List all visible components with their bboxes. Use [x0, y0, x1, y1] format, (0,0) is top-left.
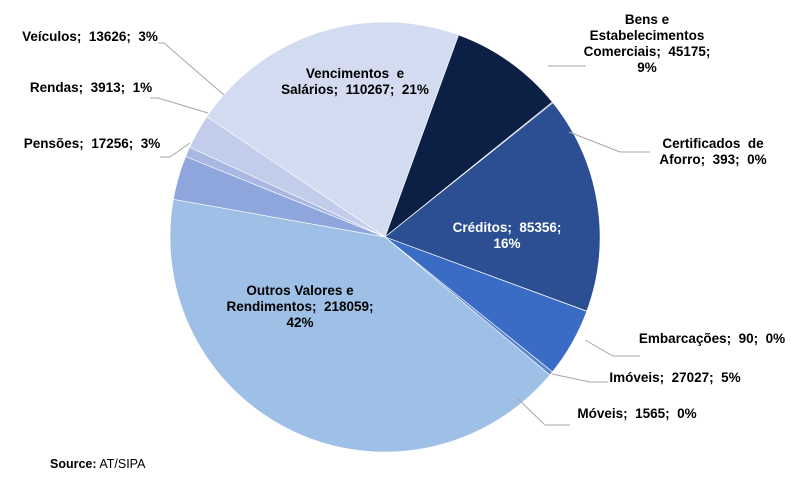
leader-line-certificados-de-aforro	[568, 131, 650, 153]
leader-line-pensoes	[160, 142, 191, 158]
data-label-bens-e-estabelecimentos-comerciais: Bens e Estabelecimentos Comerciais; 45175;…	[584, 12, 711, 75]
data-label-rendas: Rendas; 3913; 1%	[30, 80, 152, 95]
data-labels: Bens e Estabelecimentos Comerciais; 45175;…	[22, 12, 785, 421]
leader-line-imoveis	[551, 373, 608, 383]
source-note: Source: AT/SIPA	[50, 457, 145, 471]
leader-lines	[150, 42, 650, 426]
source-text: AT/SIPA	[99, 457, 146, 471]
leader-line-rendas	[150, 97, 209, 114]
pie-slice-outros-valores-e-rendimentos	[169, 198, 551, 453]
data-label-creditos: Créditos; 85356; 16%	[453, 220, 562, 251]
data-label-moveis: Móveis; 1565; 0%	[577, 406, 696, 421]
data-label-veiculos: Veículos; 13626; 3%	[22, 29, 158, 44]
leader-line-veiculos	[158, 42, 225, 96]
source-label: Source:	[50, 457, 97, 471]
data-label-vencimentos-e-salarios: Vencimentos e Salários; 110267; 21%	[281, 66, 429, 97]
pie-slice-bens-e-estabelecimentos-comerciais	[384, 34, 553, 238]
pie-slice-vencimentos-e-salarios	[206, 21, 459, 238]
pie-slices	[169, 21, 601, 453]
leader-line-moveis	[516, 397, 570, 426]
pie-slice-creditos	[384, 102, 601, 312]
data-label-pensoes: Pensões; 17256; 3%	[24, 136, 161, 151]
data-label-certificados-de-aforro: Certificados de Aforro; 393; 0%	[659, 136, 766, 167]
leader-line-embarcacoes	[584, 339, 640, 357]
data-label-embarcacoes: Embarcações; 90; 0%	[639, 331, 785, 346]
data-label-outros-valores-e-rendimentos: Outros Valores e Rendimentos; 218059; 42%	[226, 283, 373, 330]
data-label-imoveis: Imóveis; 27027; 5%	[609, 370, 740, 385]
